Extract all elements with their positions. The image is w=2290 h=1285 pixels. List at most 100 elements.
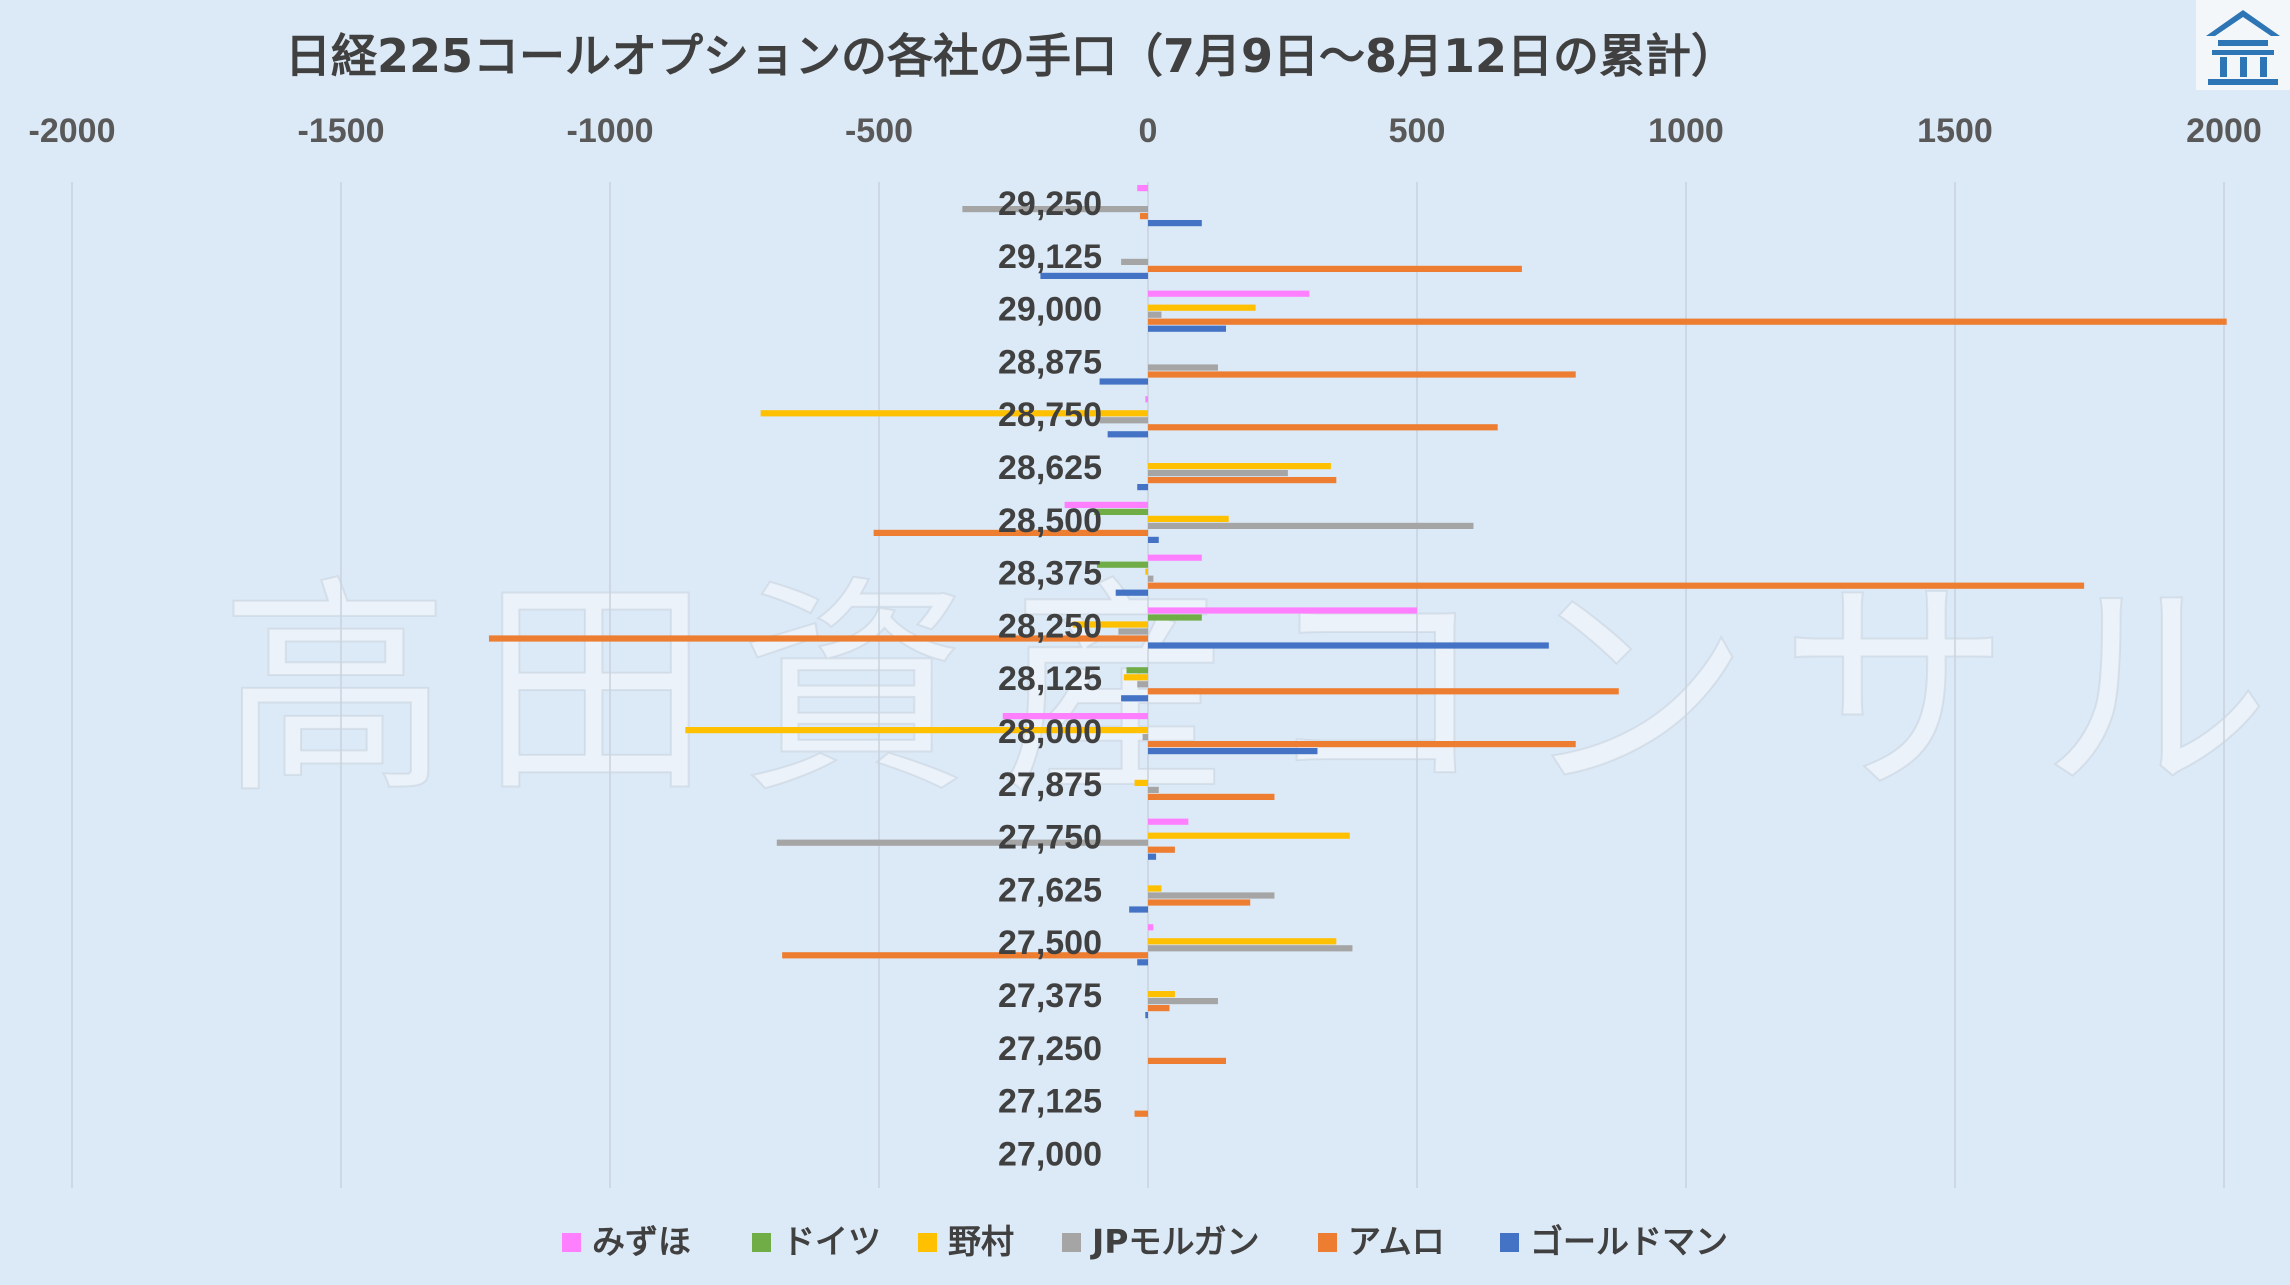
bar (1118, 628, 1148, 635)
gridlines (71, 182, 2225, 1188)
bar (1148, 853, 1157, 860)
bar (1072, 621, 1148, 628)
category-label: 28,000 (998, 713, 1102, 751)
x-tick-label: 1500 (1917, 112, 1993, 150)
bar (1148, 998, 1218, 1005)
x-tick-label: 0 (1139, 112, 1158, 150)
bar (1148, 642, 1549, 649)
bar (1137, 484, 1148, 491)
bar (1137, 959, 1148, 966)
bar (1121, 258, 1148, 265)
bar (1148, 290, 1310, 297)
bar (1148, 424, 1498, 431)
bar (1148, 265, 1522, 272)
bar (1148, 463, 1331, 470)
legend-swatch (562, 1233, 581, 1252)
bar (1148, 536, 1159, 543)
x-tick-label: -500 (845, 112, 913, 150)
bar (1137, 185, 1148, 192)
bar (1148, 515, 1229, 522)
bar (1148, 522, 1474, 529)
bar (1148, 1057, 1227, 1064)
category-labels: 29,250 29,125 29,000 28,875 28,750 28,625 28,5… (998, 185, 1102, 1173)
category-label: 27,250 (998, 1030, 1102, 1068)
legend-item: 野村 (918, 1222, 1014, 1261)
legend-label: JPモルガン (1090, 1222, 1259, 1261)
bar (1145, 396, 1148, 403)
bar (1148, 318, 2227, 325)
bar (1148, 325, 1227, 332)
bar (1148, 924, 1154, 931)
bar (1129, 906, 1148, 913)
x-tick-label: 2000 (2186, 112, 2262, 150)
bar (1123, 674, 1148, 681)
bar (760, 410, 1148, 417)
bar (1148, 371, 1576, 378)
bar (1142, 734, 1148, 741)
category-label: 27,500 (998, 924, 1102, 962)
bar (1148, 311, 1162, 318)
bar (1139, 213, 1148, 220)
legend-item: ドイツ (752, 1222, 881, 1261)
category-label: 28,250 (998, 607, 1102, 645)
category-label: 28,375 (998, 555, 1102, 593)
bar (1148, 741, 1576, 748)
bar (1040, 272, 1148, 279)
category-label: 29,250 (998, 185, 1102, 223)
category-label: 28,750 (998, 396, 1102, 434)
bar (1099, 417, 1148, 424)
bars (488, 185, 2227, 1117)
bar (685, 727, 1148, 734)
bar (1148, 614, 1202, 621)
bar (962, 206, 1148, 213)
category-label: 27,625 (998, 871, 1102, 909)
bar (1148, 748, 1318, 755)
category-label: 28,625 (998, 449, 1102, 487)
category-label: 29,125 (998, 238, 1102, 276)
legend-label: 野村 (948, 1222, 1014, 1261)
bar (1148, 477, 1337, 484)
category-label: 27,875 (998, 766, 1102, 804)
legend-swatch (752, 1233, 771, 1252)
building-logo-icon (2196, 0, 2290, 90)
bar (488, 635, 1148, 642)
bar (1134, 779, 1148, 786)
bar (1099, 378, 1148, 385)
bar (1148, 885, 1162, 892)
legend-label: みずほ (592, 1222, 691, 1261)
bar (1148, 899, 1251, 906)
bar (1148, 220, 1202, 227)
bar (1148, 818, 1189, 825)
legend-swatch (918, 1233, 937, 1252)
legend-label: ドイツ (782, 1222, 881, 1261)
bar (1094, 508, 1148, 515)
bar (1096, 561, 1148, 568)
legend-swatch (1500, 1233, 1519, 1252)
bar (1137, 681, 1148, 688)
x-tick-label: -1000 (567, 112, 654, 150)
bar (1148, 832, 1350, 839)
bar (1134, 1110, 1148, 1117)
chart-title: 日経225コールオプションの各社の手口（7月9日～8月12日の累計） (285, 29, 1737, 83)
bar (1115, 589, 1148, 596)
category-label: 28,125 (998, 660, 1102, 698)
bar (1148, 846, 1175, 853)
bar (1148, 991, 1175, 998)
bar (1064, 501, 1148, 508)
category-label: 29,000 (998, 291, 1102, 329)
category-label: 27,375 (998, 977, 1102, 1015)
bar (1002, 713, 1148, 720)
bar (1148, 945, 1353, 952)
bar (1148, 892, 1275, 899)
category-label: 27,125 (998, 1083, 1102, 1121)
bar (1148, 786, 1159, 793)
bar (782, 952, 1148, 959)
bar (1148, 470, 1288, 477)
x-axis-ticks: -2000 -1500 -1000 -500 0 500 1000 1500 2000 (29, 112, 2262, 150)
category-label: 27,000 (998, 1135, 1102, 1173)
legend-item: JPモルガン (1062, 1222, 1259, 1261)
bar (873, 529, 1148, 536)
x-tick-label: -1500 (298, 112, 385, 150)
category-label: 27,750 (998, 819, 1102, 857)
